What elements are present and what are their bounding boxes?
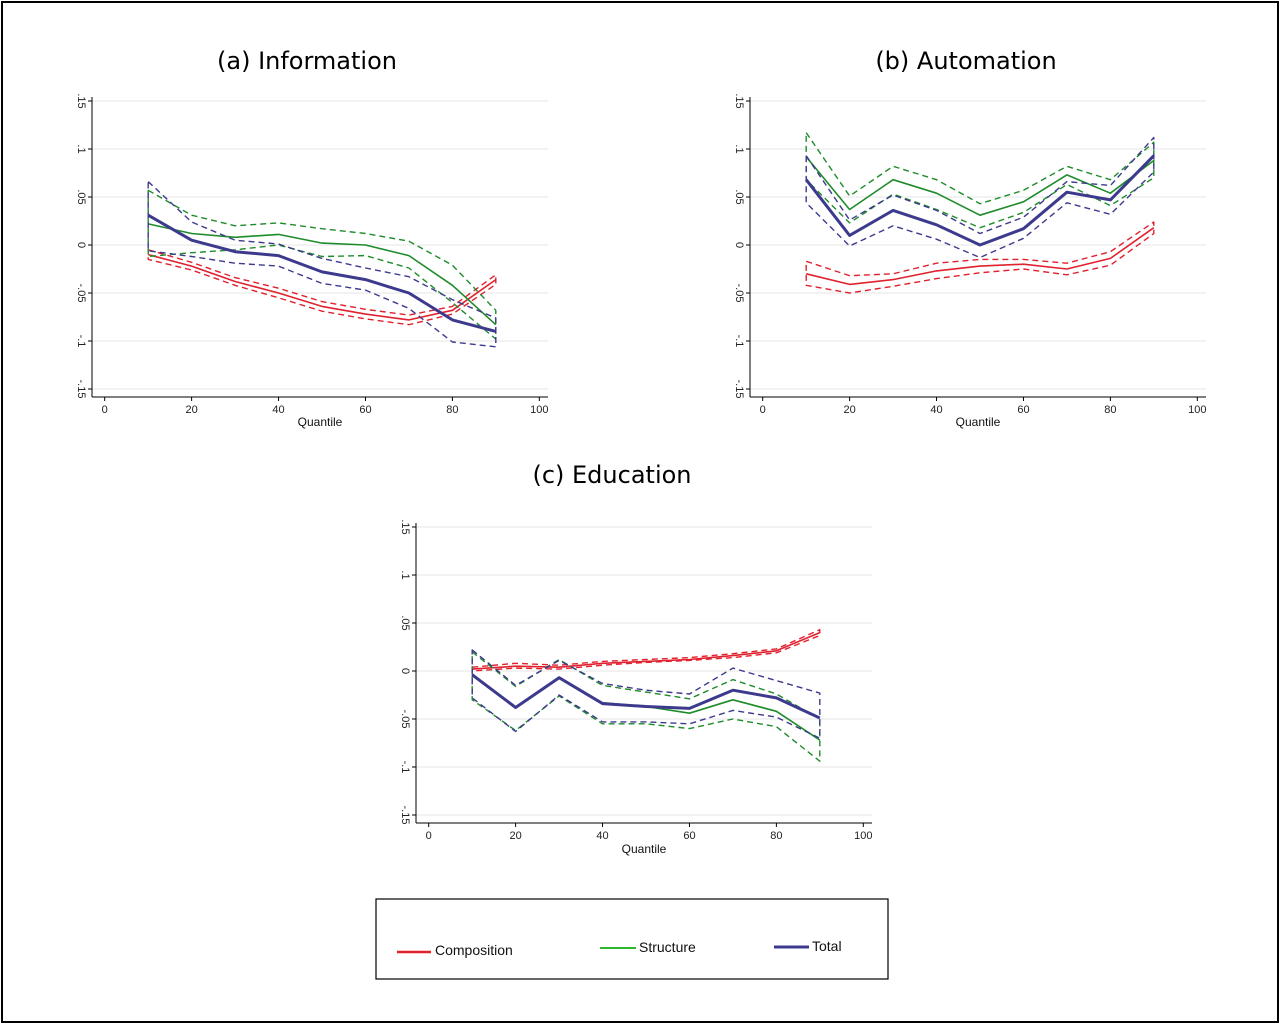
- structure-line: [148, 223, 497, 326]
- x-tick-label: 80: [770, 830, 782, 842]
- y-tick-label: -.05: [399, 710, 411, 729]
- x-tick-label: 100: [854, 830, 872, 842]
- x-tick-label: 0: [102, 404, 108, 416]
- x-tick-label: 20: [843, 404, 855, 416]
- y-tick-label: 0: [733, 242, 745, 248]
- y-tick-label: -.05: [75, 284, 87, 303]
- total-confidence-band: [147, 180, 497, 348]
- y-tick-label: -.1: [399, 761, 411, 774]
- y-tick-label: .1: [399, 570, 411, 579]
- legend-label-composition: Composition: [435, 942, 513, 958]
- y-tick-label: -.1: [75, 335, 87, 348]
- panel-title: (c) Education: [532, 461, 691, 489]
- y-tick-label: .05: [75, 189, 87, 204]
- x-tick-label: 60: [1017, 404, 1029, 416]
- composition-line: [472, 631, 821, 670]
- y-tick-label: .1: [75, 144, 87, 153]
- x-tick-label: 40: [930, 404, 942, 416]
- y-tick-label: -.15: [75, 380, 87, 399]
- panel-title: (b) Automation: [875, 47, 1056, 75]
- panel-education: (c) Education Quantile -.15 -.1 -.05 0 .05 .1…: [399, 461, 872, 856]
- panel-information: (a) Information Quantile -.15 -.1 -.05 0 .05…: [75, 47, 548, 429]
- total-confidence-band: [471, 649, 821, 739]
- x-tick-label: 60: [359, 404, 371, 416]
- y-tick-label: .05: [733, 189, 745, 204]
- y-tick-label: .05: [399, 615, 411, 630]
- total-confidence-band: [805, 136, 1155, 259]
- x-tick-label: 0: [426, 830, 432, 842]
- y-tick-label: -.05: [733, 284, 745, 303]
- composition-confidence-band: [147, 249, 497, 326]
- y-tick-label: .15: [399, 519, 411, 534]
- x-tick-label: 100: [530, 404, 548, 416]
- y-tick-label: -.1: [733, 335, 745, 348]
- x-tick-label: 80: [446, 404, 458, 416]
- x-tick-label: 20: [509, 830, 521, 842]
- legend: Composition Structure Total: [375, 898, 889, 980]
- x-tick-label: 40: [596, 830, 608, 842]
- legend-label-total: Total: [812, 938, 842, 954]
- y-tick-label: .1: [733, 144, 745, 153]
- structure-confidence-band: [805, 131, 1155, 229]
- x-axis-label: Quantile: [622, 842, 667, 856]
- y-tick-label: -.15: [399, 806, 411, 825]
- x-axis-label: Quantile: [298, 415, 343, 429]
- composition-confidence-band: [471, 629, 821, 672]
- y-tick-label: -.15: [733, 380, 745, 399]
- legend-label-structure: Structure: [639, 939, 696, 955]
- y-tick-label: 0: [75, 242, 87, 248]
- composition-line: [806, 227, 1155, 286]
- x-tick-label: 100: [1188, 404, 1206, 416]
- panel-automation: (b) Automation Quantile -.15 -.1 -.05 0 .05.…: [733, 47, 1206, 429]
- y-tick-label: 0: [399, 668, 411, 674]
- total-line: [805, 154, 1155, 247]
- composition-confidence-band: [805, 221, 1155, 294]
- total-line: [471, 673, 821, 720]
- panel-title: (a) Information: [217, 47, 397, 75]
- x-tick-label: 20: [185, 404, 197, 416]
- y-tick-label: .15: [733, 93, 745, 108]
- structure-confidence-band: [471, 651, 821, 762]
- structure-line: [805, 156, 1155, 216]
- legend-box: [375, 898, 889, 980]
- x-tick-label: 0: [760, 404, 766, 416]
- x-tick-label: 40: [272, 404, 284, 416]
- x-axis-label: Quantile: [956, 415, 1001, 429]
- x-tick-label: 80: [1104, 404, 1116, 416]
- x-tick-label: 60: [683, 830, 695, 842]
- total-line: [147, 213, 497, 333]
- y-tick-label: .15: [75, 93, 87, 108]
- composition-line: [147, 253, 497, 321]
